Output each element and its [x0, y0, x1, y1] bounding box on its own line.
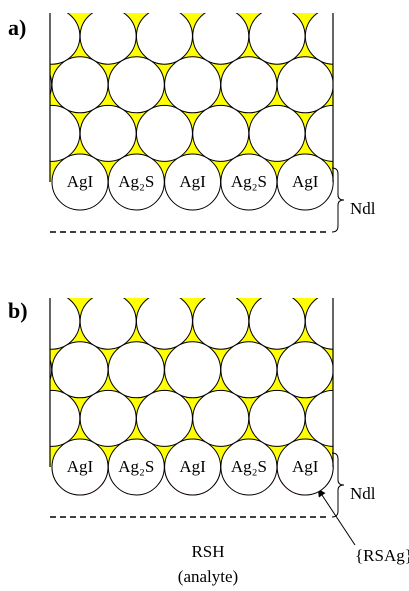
particle: [79, 13, 137, 65]
particle: [220, 341, 278, 399]
particle: [334, 57, 390, 113]
particle: [304, 104, 333, 162]
particle: [248, 298, 306, 350]
particle: [79, 298, 137, 350]
particle: [276, 56, 333, 114]
particle: [51, 56, 109, 114]
particle: [248, 389, 306, 447]
arrow: [317, 488, 356, 546]
particle: [50, 389, 81, 447]
particle: [50, 104, 81, 162]
particle: [51, 341, 109, 399]
particle: [135, 104, 193, 162]
particle: [79, 104, 137, 162]
particle: [334, 342, 390, 398]
particle-label: AgI: [67, 457, 94, 476]
particle: [164, 56, 222, 114]
particle-label: Ag₂S: [231, 457, 267, 476]
layer-label: Ndl: [350, 199, 376, 218]
particle: [362, 293, 409, 349]
brace: [331, 167, 345, 233]
particle: [248, 104, 306, 162]
particle-label: Ag₂S: [118, 172, 154, 191]
particle: [192, 389, 250, 447]
particle: [79, 389, 137, 447]
particle: [135, 13, 193, 65]
particle: [107, 341, 165, 399]
particle-label: AgI: [292, 172, 319, 191]
particle: [390, 342, 409, 398]
panel-label: b): [8, 298, 28, 323]
particle: [50, 13, 81, 65]
particle: [362, 8, 409, 64]
layer-label: Ndl: [350, 484, 376, 503]
panel-label: a): [8, 15, 26, 40]
packing: [50, 293, 409, 467]
particle: [304, 298, 333, 350]
particle: [50, 298, 81, 350]
particle: [362, 105, 409, 161]
particle: [390, 57, 409, 113]
particle: [50, 358, 53, 381]
analyte-note: (analyte): [178, 567, 238, 586]
particle: [304, 13, 333, 65]
particle: [192, 298, 250, 350]
particle: [50, 73, 53, 96]
particle-label: Ag₂S: [231, 172, 267, 191]
brace: [331, 452, 345, 518]
adsorbate: {RSAg}: [355, 546, 409, 565]
particle: [248, 13, 306, 65]
analyte: RSH: [191, 542, 224, 561]
particle: [362, 390, 409, 446]
particle: [192, 104, 250, 162]
particle: [304, 389, 333, 447]
particle: [220, 56, 278, 114]
particle: [192, 13, 250, 65]
particle: [107, 56, 165, 114]
particle-label: AgI: [67, 172, 94, 191]
particle: [135, 298, 193, 350]
packing: [50, 8, 409, 182]
particle: [164, 341, 222, 399]
particle-label: AgI: [179, 172, 206, 191]
particle-label: AgI: [179, 457, 206, 476]
particle-label: Ag₂S: [118, 457, 154, 476]
particle: [135, 389, 193, 447]
particle: [276, 341, 333, 399]
particle-label: AgI: [292, 457, 319, 476]
